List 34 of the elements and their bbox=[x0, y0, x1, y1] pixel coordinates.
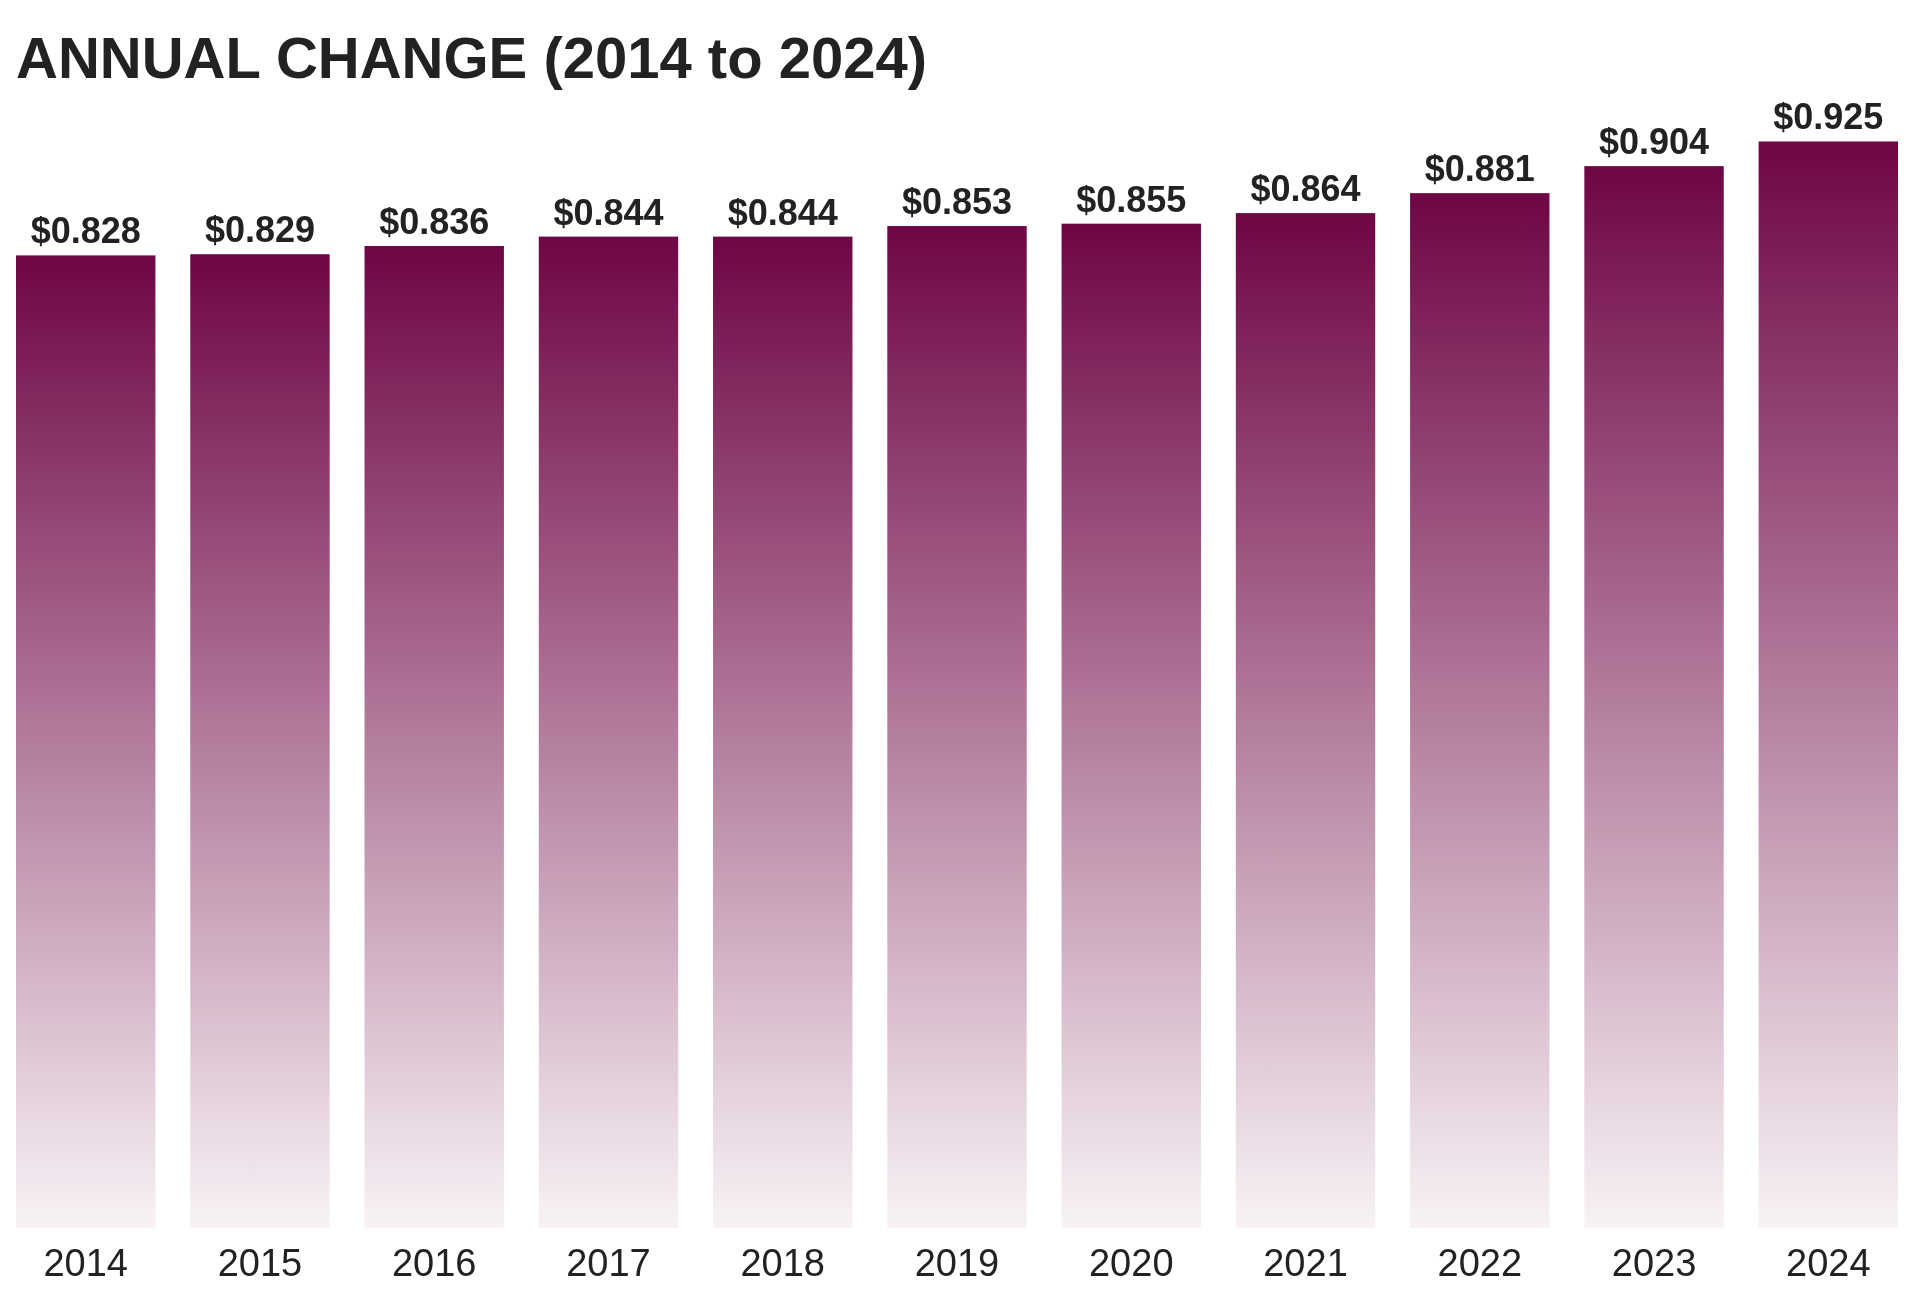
bar bbox=[538, 236, 679, 1228]
bar bbox=[1061, 223, 1201, 1228]
bar bbox=[1584, 166, 1724, 1228]
bar bbox=[887, 226, 1027, 1228]
x-tick-label: 2014 bbox=[43, 1242, 128, 1284]
data-label: $0.855 bbox=[1076, 178, 1187, 220]
chart-title: ANNUAL CHANGE (2014 to 2024) bbox=[16, 25, 928, 90]
data-label: $0.881 bbox=[1424, 148, 1535, 190]
x-tick-label: 2016 bbox=[391, 1242, 477, 1284]
data-label: $0.828 bbox=[30, 210, 141, 252]
x-tick-label: 2015 bbox=[217, 1242, 303, 1284]
bar bbox=[1410, 193, 1550, 1228]
x-tick-label: 2020 bbox=[1088, 1242, 1174, 1284]
data-label: $0.925 bbox=[1773, 96, 1884, 138]
data-label: $0.844 bbox=[553, 191, 664, 233]
bar bbox=[190, 254, 330, 1228]
x-tick-label: 2019 bbox=[914, 1242, 1000, 1284]
data-label: $0.853 bbox=[901, 181, 1013, 223]
bar bbox=[1235, 213, 1376, 1228]
data-label: $0.844 bbox=[727, 191, 838, 233]
x-tick-label: 2018 bbox=[740, 1242, 826, 1284]
x-tick-label: 2023 bbox=[1611, 1242, 1697, 1284]
bar bbox=[364, 246, 504, 1228]
x-tick-label: 2022 bbox=[1437, 1242, 1523, 1284]
x-tick-label: 2024 bbox=[1786, 1242, 1871, 1284]
data-label: $0.904 bbox=[1598, 121, 1710, 163]
x-tick-label: 2017 bbox=[566, 1242, 651, 1284]
x-tick-label: 2021 bbox=[1263, 1242, 1348, 1284]
bar bbox=[16, 255, 156, 1228]
data-label: $0.864 bbox=[1250, 168, 1361, 210]
data-label: $0.829 bbox=[204, 209, 316, 251]
data-label: $0.836 bbox=[379, 201, 490, 242]
bar bbox=[713, 236, 853, 1228]
bar bbox=[1758, 141, 1898, 1228]
